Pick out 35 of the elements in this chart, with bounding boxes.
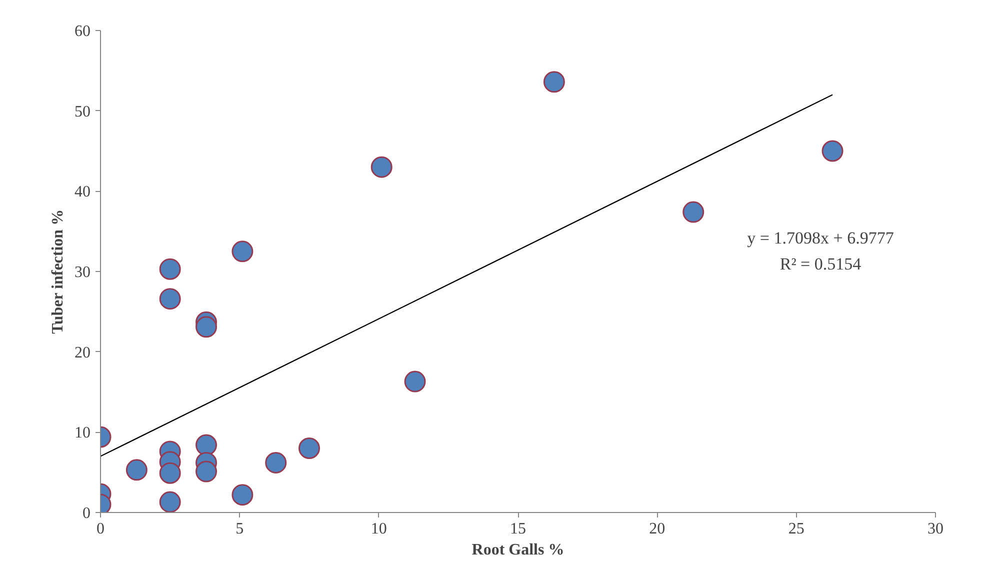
- point: [543, 71, 565, 93]
- x-tick-label: 30: [928, 520, 944, 538]
- annotation: y = 1.7098x + 6.9777: [747, 228, 894, 248]
- point: [370, 156, 392, 178]
- point: [232, 484, 254, 506]
- y-tick-label: 40: [74, 184, 90, 201]
- point: [196, 460, 218, 482]
- x-tick-label: 5: [236, 520, 244, 538]
- point: [196, 316, 218, 338]
- x-tick-label: 25: [788, 520, 804, 538]
- point: [196, 434, 218, 456]
- point: [159, 288, 181, 310]
- annotation: R² = 0.5154: [780, 254, 862, 274]
- x-tick-label: 0: [96, 520, 104, 538]
- x-axis-title: Root Galls %: [472, 542, 564, 558]
- point: [126, 459, 148, 481]
- point: [298, 438, 320, 459]
- point: [159, 258, 181, 280]
- x-tick-label: 20: [649, 520, 666, 538]
- point: [265, 452, 287, 474]
- y-tick-label: 10: [74, 424, 90, 442]
- x-tick-label: 15: [510, 520, 526, 538]
- y-axis-title: Tuber infection %: [50, 209, 66, 334]
- x-tick-label: 10: [370, 520, 387, 538]
- y-tick-label: 30: [74, 264, 90, 281]
- y-tick-label: 60: [74, 23, 90, 40]
- y-tick-label: 50: [74, 103, 90, 120]
- y-tick-label: 0: [82, 505, 90, 522]
- point: [682, 201, 704, 223]
- point: [159, 491, 181, 512]
- point: [232, 240, 254, 262]
- y-tick-label: 20: [74, 344, 90, 362]
- point: [159, 462, 181, 484]
- point: [404, 370, 426, 392]
- point: [822, 140, 844, 162]
